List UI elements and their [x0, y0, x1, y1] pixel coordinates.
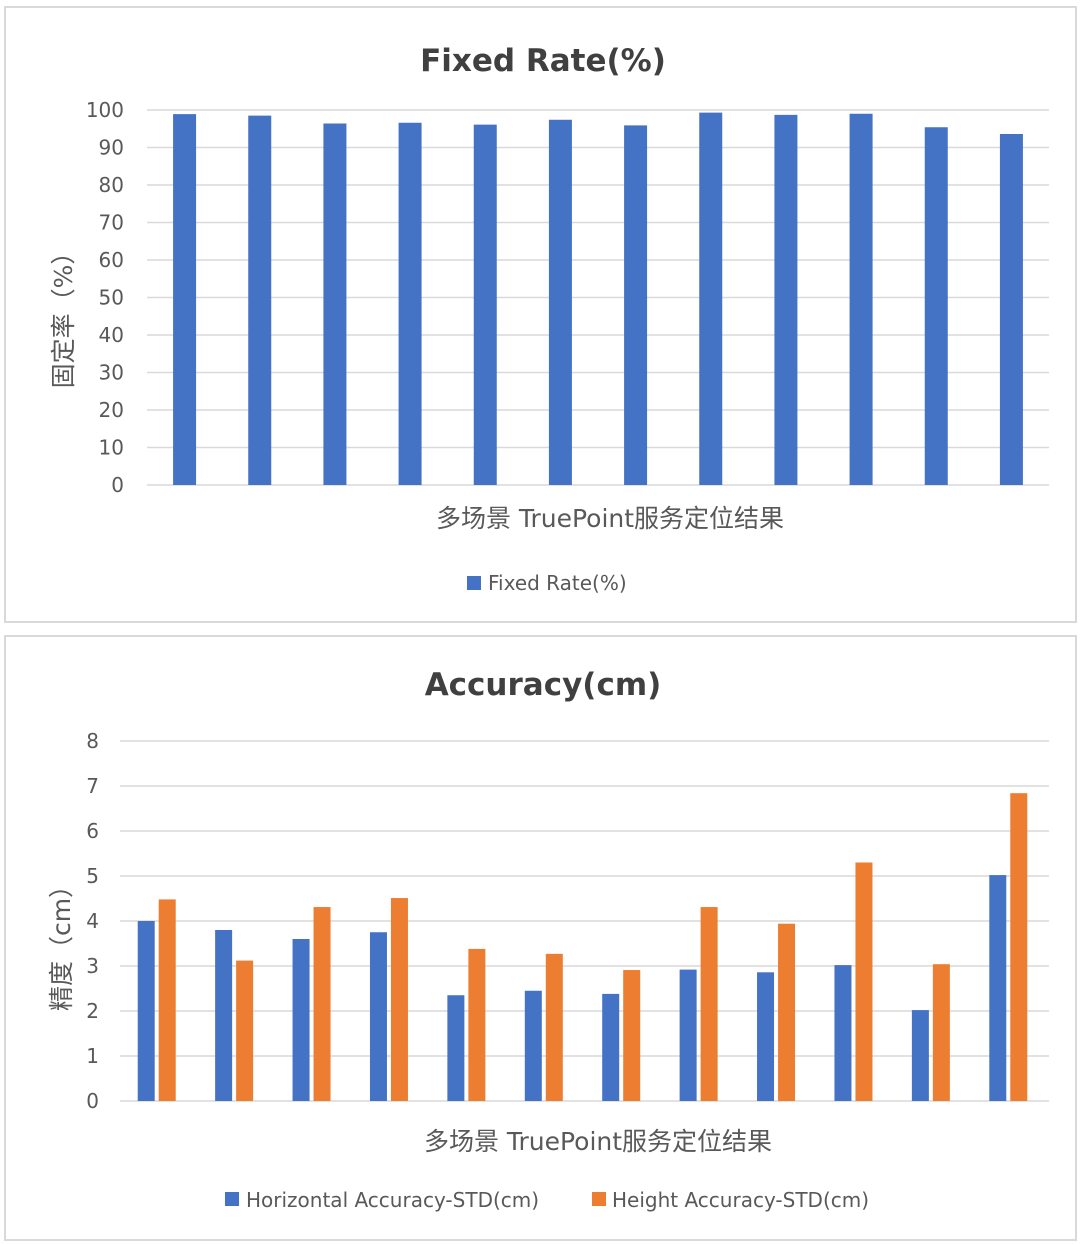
- y-tick-label: 2: [86, 999, 99, 1023]
- bar-fixed-rate-6: [548, 119, 572, 485]
- bar-horizontal-accuracy-std-cm-1: [137, 921, 155, 1101]
- y-tick-label: 60: [99, 248, 124, 272]
- y-tick-label: 7: [86, 774, 99, 798]
- bar-fixed-rate-4: [398, 122, 422, 485]
- bar-horizontal-accuracy-std-cm-7: [602, 993, 620, 1101]
- bar-horizontal-accuracy-std-cm-12: [989, 875, 1007, 1101]
- bar-height-accuracy-std-cm-1: [158, 899, 176, 1101]
- y-tick-label: 40: [99, 323, 124, 347]
- bar-height-accuracy-std-cm-3: [313, 907, 331, 1101]
- chart-title: Accuracy(cm): [425, 667, 662, 703]
- bar-fixed-rate-7: [624, 125, 648, 485]
- bar-height-accuracy-std-cm-9: [778, 923, 796, 1101]
- y-tick-label: 4: [86, 909, 99, 933]
- bar-horizontal-accuracy-std-cm-9: [757, 972, 775, 1101]
- legend-swatch-height-accuracy: [592, 1192, 606, 1206]
- bar-horizontal-accuracy-std-cm-4: [369, 932, 387, 1101]
- bar-fixed-rate-8: [699, 112, 723, 485]
- bar-height-accuracy-std-cm-10: [855, 862, 873, 1101]
- bar-height-accuracy-std-cm-12: [1010, 793, 1028, 1101]
- legend-swatch-fixed-rate: [467, 576, 481, 590]
- y-tick-label: 90: [99, 136, 124, 160]
- bar-fixed-rate-9: [774, 114, 798, 485]
- bar-fixed-rate-3: [323, 123, 347, 485]
- bar-fixed-rate-11: [924, 127, 948, 485]
- chart-title: Fixed Rate(%): [420, 43, 666, 79]
- fixed-rate-chart-panel: Fixed Rate(%) 0 10 20 30 40 50 60 70 80 90 100 固定率…: [4, 6, 1077, 623]
- y-tick-label: 20: [99, 398, 124, 422]
- y-tick-label: 0: [86, 1089, 99, 1113]
- x-axis-label: 多场景 TruePoint服务定位结果: [436, 504, 784, 533]
- bar-fixed-rate-12: [999, 134, 1023, 485]
- bar-height-accuracy-std-cm-8: [700, 907, 718, 1101]
- y-tick-label: 3: [86, 954, 99, 978]
- accuracy-chart-panel: Accuracy(cm) 0 1 2 3 4 5 6 7 8 精度（cm） 多场景 TruePo…: [4, 635, 1077, 1241]
- bar-fixed-rate-10: [849, 113, 873, 485]
- bar-horizontal-accuracy-std-cm-3: [292, 939, 310, 1101]
- bar-horizontal-accuracy-std-cm-10: [834, 965, 852, 1101]
- y-tick-label: 1: [86, 1044, 99, 1068]
- y-tick-label: 50: [99, 286, 124, 310]
- bar-fixed-rate-5: [473, 124, 497, 485]
- bar-height-accuracy-std-cm-7: [623, 970, 641, 1101]
- bar-horizontal-accuracy-std-cm-5: [447, 995, 465, 1101]
- y-tick-label: 5: [86, 864, 99, 888]
- bar-height-accuracy-std-cm-6: [545, 953, 563, 1101]
- bar-height-accuracy-std-cm-5: [468, 948, 486, 1101]
- fixed-rate-chart: Fixed Rate(%) 0 10 20 30 40 50 60 70 80 90 100 固定率…: [49, 43, 1049, 595]
- bar-horizontal-accuracy-std-cm-6: [524, 990, 542, 1101]
- bar-fixed-rate-2: [248, 115, 272, 485]
- y-tick-label: 70: [99, 211, 124, 235]
- accuracy-chart: Accuracy(cm) 0 1 2 3 4 5 6 7 8 精度（cm） 多场景 TruePo…: [47, 667, 1049, 1212]
- y-tick-label: 30: [99, 361, 124, 385]
- y-tick-label: 6: [86, 819, 99, 843]
- x-axis-label: 多场景 TruePoint服务定位结果: [424, 1127, 772, 1156]
- y-tick-label: 100: [86, 98, 124, 122]
- legend-swatch-horizontal-accuracy: [225, 1192, 239, 1206]
- y-tick-label: 80: [99, 173, 124, 197]
- bar-height-accuracy-std-cm-4: [390, 898, 408, 1101]
- y-axis-label: 精度（cm）: [47, 873, 76, 1011]
- bar-height-accuracy-std-cm-11: [932, 964, 950, 1101]
- legend-label-horizontal-accuracy: Horizontal Accuracy-STD(cm): [246, 1188, 539, 1212]
- y-tick-label: 0: [111, 473, 124, 497]
- bar-horizontal-accuracy-std-cm-8: [679, 969, 697, 1101]
- legend-label-fixed-rate: Fixed Rate(%): [488, 571, 627, 595]
- legend-label-height-accuracy: Height Accuracy-STD(cm): [612, 1188, 869, 1212]
- bar-height-accuracy-std-cm-2: [236, 960, 254, 1101]
- bar-horizontal-accuracy-std-cm-2: [215, 930, 233, 1101]
- y-axis-label: 固定率（%）: [49, 240, 78, 389]
- y-tick-label: 8: [86, 729, 99, 753]
- y-tick-label: 10: [99, 436, 124, 460]
- bar-horizontal-accuracy-std-cm-11: [911, 1010, 929, 1101]
- bar-fixed-rate-1: [173, 114, 197, 485]
